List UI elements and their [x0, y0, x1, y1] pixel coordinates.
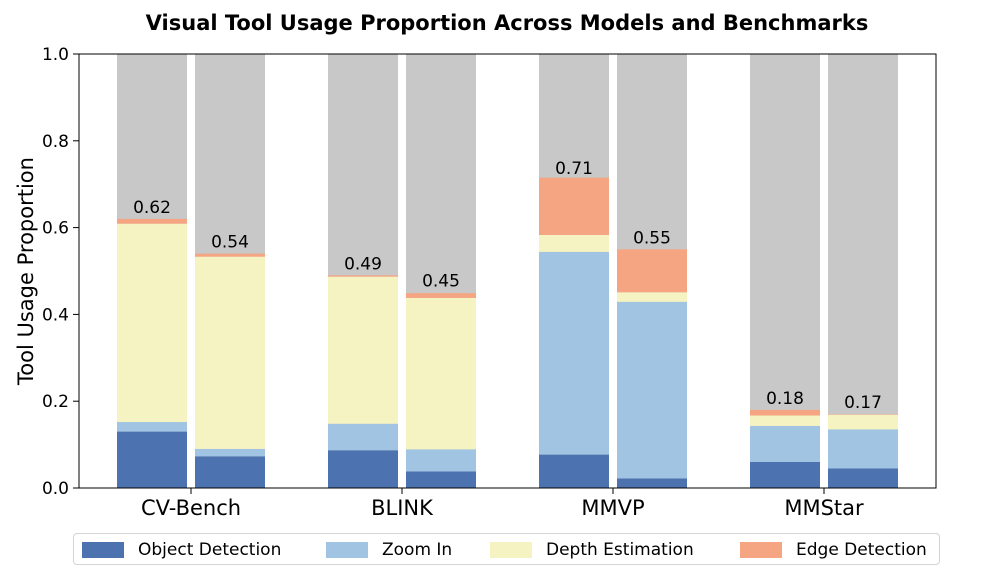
bar-segment-object-detection: [117, 431, 187, 488]
bar-segment-object-detection: [750, 461, 820, 488]
bar-segment-zoom-in: [828, 429, 898, 469]
legend-swatch: [82, 542, 124, 558]
plot-frame: [78, 53, 937, 489]
bar-segment-zoom-in: [539, 251, 609, 455]
bar-segment-depth-estimation: [539, 234, 609, 252]
legend-item: Object Detection: [82, 540, 281, 560]
bar-segment-object-detection: [539, 454, 609, 488]
x-tick-label: MMStar: [784, 496, 864, 520]
legend-item: Zoom In: [326, 540, 452, 560]
y-axis-label: Tool Usage Proportion: [14, 157, 38, 386]
total-data-label: 0.45: [422, 272, 460, 292]
legend-label: Edge Detection: [796, 540, 927, 560]
bar-segment-object-detection: [828, 468, 898, 488]
x-tick-label: CV-Bench: [141, 496, 241, 520]
total-data-label: 0.18: [766, 389, 804, 409]
total-data-label: 0.71: [555, 159, 593, 179]
bar-segment-zoom-in: [406, 449, 476, 472]
bar-segment-zoom-in: [117, 422, 187, 432]
y-tick-label: 0.0: [42, 479, 69, 499]
bar-segment-depth-estimation: [195, 256, 265, 449]
y-tick-label: 0.2: [42, 392, 69, 412]
bar-segment-zoom-in: [195, 448, 265, 457]
legend-item: Depth Estimation: [490, 540, 694, 560]
legend-label: Object Detection: [138, 540, 282, 560]
x-tick-label: MMVP: [581, 496, 644, 520]
legend-label: Zoom In: [382, 540, 453, 560]
legend-swatch: [740, 542, 782, 558]
y-axis: 0.0 0.2 0.4 0.6 0.8 1.0: [42, 45, 79, 499]
bar-segment-depth-estimation: [328, 276, 398, 424]
legend-swatch: [490, 542, 532, 558]
bar-segment-zoom-in: [328, 423, 398, 451]
bar-segment-depth-estimation: [406, 297, 476, 450]
legend: Object Detection Zoom In Depth Estimation E…: [73, 533, 940, 565]
bar-segment-edge-detection: [406, 293, 476, 298]
x-tick-label: BLINK: [371, 496, 434, 520]
chart-title: Visual Tool Usage Proportion Across Mode…: [146, 11, 869, 35]
bar-segment-edge-detection: [117, 218, 187, 224]
total-data-label: 0.49: [344, 254, 382, 274]
bar-segment-edge-detection: [328, 275, 398, 277]
bar-segment-object-detection: [328, 450, 398, 488]
bar-segment-zoom-in: [750, 425, 820, 462]
total-data-label: 0.62: [133, 198, 171, 218]
y-tick-label: 0.8: [42, 132, 69, 152]
bar-segment-object-detection: [195, 456, 265, 488]
bar-segment-edge-detection: [750, 409, 820, 416]
y-tick-label: 0.4: [42, 305, 69, 325]
y-tick-label: 1.0: [42, 45, 69, 65]
bar-segment-depth-estimation: [617, 292, 687, 302]
legend-label: Depth Estimation: [546, 540, 694, 560]
bar-segment-edge-detection: [539, 177, 609, 235]
bar-segment-depth-estimation: [828, 414, 898, 430]
bar-segment-object-detection: [406, 471, 476, 488]
total-data-label: 0.55: [633, 228, 671, 248]
legend-swatch: [326, 542, 368, 558]
bar-segment-zoom-in: [617, 301, 687, 479]
total-data-label: 0.17: [844, 393, 882, 413]
legend-item: Edge Detection: [740, 540, 927, 560]
bar-segment-depth-estimation: [117, 223, 187, 423]
x-axis: CV-Bench BLINK MMVP MMStar: [141, 488, 864, 520]
total-data-label: 0.54: [211, 233, 249, 253]
bar-segment-depth-estimation: [750, 415, 820, 426]
bar-segment-edge-detection: [195, 253, 265, 257]
bar-segment-object-detection: [617, 478, 687, 488]
bar-segment-edge-detection: [617, 249, 687, 293]
y-tick-label: 0.6: [42, 219, 69, 239]
bars-group: 0.62 0.54 0.49 0.45 0.71 0.55 0.18 0.17: [117, 54, 898, 488]
